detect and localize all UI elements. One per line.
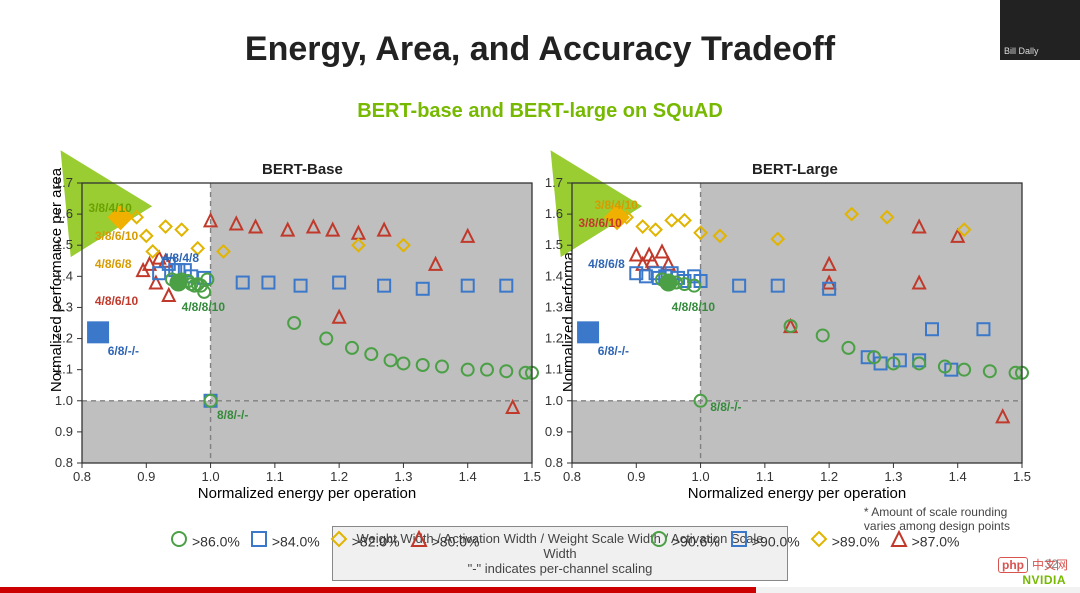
brand-logo: NVIDIA — [1022, 573, 1066, 587]
svg-text:0.9: 0.9 — [627, 469, 645, 484]
svg-text:0.9: 0.9 — [55, 424, 73, 439]
svg-text:1.2: 1.2 — [820, 469, 838, 484]
config-annotation: 3/8/4/10 — [595, 199, 638, 212]
legend-text: >90.6% — [672, 534, 720, 550]
svg-text:1.1: 1.1 — [55, 362, 73, 377]
legend-base: >86.0% >84.0% >82.0% >80.0% — [160, 530, 480, 553]
config-annotation: 3/8/6/10 — [95, 230, 138, 243]
svg-text:1.1: 1.1 — [545, 362, 563, 377]
svg-text:1.2: 1.2 — [55, 331, 73, 346]
legend-text: >84.0% — [272, 534, 320, 550]
legend-marker-diamond — [810, 530, 828, 553]
svg-text:1.5: 1.5 — [1013, 469, 1031, 484]
slide-subtitle: BERT-base and BERT-large on SQuAD — [0, 100, 1080, 123]
svg-text:1.6: 1.6 — [55, 206, 73, 221]
svg-text:1.1: 1.1 — [266, 469, 284, 484]
svg-text:1.6: 1.6 — [545, 206, 563, 221]
chart-title-large: BERT-Large — [752, 161, 838, 178]
caption-line2: "-" indicates per-channel scaling — [345, 561, 775, 576]
config-annotation: 4/8/4/8 — [162, 252, 199, 265]
video-progress-bar[interactable] — [0, 587, 1080, 593]
config-annotation: 4/8/6/10 — [95, 295, 138, 308]
svg-text:1.0: 1.0 — [545, 393, 563, 408]
svg-text:0.8: 0.8 — [73, 469, 91, 484]
watermark: php中文网 — [998, 556, 1068, 573]
legend-marker-triangle — [410, 530, 428, 553]
config-annotation: 8/8/-/- — [710, 401, 741, 414]
svg-text:1.7: 1.7 — [545, 175, 563, 190]
legend-large: >90.6% >90.0% >89.0% >87.0% — [640, 530, 960, 553]
config-annotation: 6/8/-/- — [598, 345, 629, 358]
legend-text: >82.0% — [352, 534, 400, 550]
svg-text:1.3: 1.3 — [884, 469, 902, 484]
config-annotation: 4/8/6/8 — [95, 258, 132, 271]
legend-text: >86.0% — [192, 534, 240, 550]
svg-text:0.9: 0.9 — [545, 424, 563, 439]
svg-text:1.4: 1.4 — [459, 469, 477, 484]
svg-text:0.9: 0.9 — [137, 469, 155, 484]
svg-text:1.2: 1.2 — [330, 469, 348, 484]
svg-text:1.1: 1.1 — [756, 469, 774, 484]
svg-text:1.4: 1.4 — [55, 268, 73, 283]
legend-marker-triangle — [890, 530, 908, 553]
legend-marker-circle — [650, 530, 668, 553]
svg-text:0.8: 0.8 — [545, 455, 563, 470]
svg-text:1.0: 1.0 — [692, 469, 710, 484]
scatter-plot-base: 0.80.91.01.11.21.31.41.50.80.91.01.11.21… — [82, 183, 532, 468]
svg-text:1.7: 1.7 — [55, 175, 73, 190]
video-progress-played — [0, 587, 756, 593]
legend-marker-diamond — [330, 530, 348, 553]
legend-marker-circle — [170, 530, 188, 553]
config-annotation: 6/8/-/- — [108, 345, 139, 358]
legend-marker-square — [250, 530, 268, 553]
config-annotation: 3/8/6/10 — [578, 217, 621, 230]
svg-text:0.8: 0.8 — [55, 455, 73, 470]
slide-title: Energy, Area, and Accuracy Tradeoff — [0, 30, 1080, 69]
svg-text:1.4: 1.4 — [545, 268, 563, 283]
scatter-plot-large: 0.80.91.01.11.21.31.41.50.80.91.01.11.21… — [572, 183, 1022, 468]
svg-text:1.2: 1.2 — [545, 331, 563, 346]
svg-text:1.0: 1.0 — [202, 469, 220, 484]
legend-marker-square — [730, 530, 748, 553]
config-annotation: 4/8/8/10 — [182, 301, 225, 314]
svg-text:1.3: 1.3 — [55, 299, 73, 314]
config-annotation: 4/8/8/10 — [672, 301, 715, 314]
svg-text:1.0: 1.0 — [55, 393, 73, 408]
legend-text: >80.0% — [432, 534, 480, 550]
legend-text: >89.0% — [832, 534, 880, 550]
config-annotation: 8/8/-/- — [217, 409, 248, 422]
x-axis-label-large: Normalized energy per operation — [677, 485, 917, 502]
svg-text:0.8: 0.8 — [563, 469, 581, 484]
svg-text:1.5: 1.5 — [55, 237, 73, 252]
svg-text:1.3: 1.3 — [545, 299, 563, 314]
legend-text: >87.0% — [912, 534, 960, 550]
x-axis-label-base: Normalized energy per operation — [187, 485, 427, 502]
svg-text:1.5: 1.5 — [523, 469, 541, 484]
legend-text: >90.0% — [752, 534, 800, 550]
svg-text:1.4: 1.4 — [949, 469, 967, 484]
chart-title-base: BERT-Base — [262, 161, 343, 178]
config-annotation: 4/8/6/8 — [588, 258, 625, 271]
slide: { "title": "Energy, Area, and Accuracy T… — [0, 0, 1080, 593]
config-annotation: 3/8/4/10 — [88, 202, 131, 215]
svg-text:1.3: 1.3 — [394, 469, 412, 484]
svg-text:1.5: 1.5 — [545, 237, 563, 252]
footnote: * Amount of scale rounding varies among … — [864, 505, 1010, 533]
